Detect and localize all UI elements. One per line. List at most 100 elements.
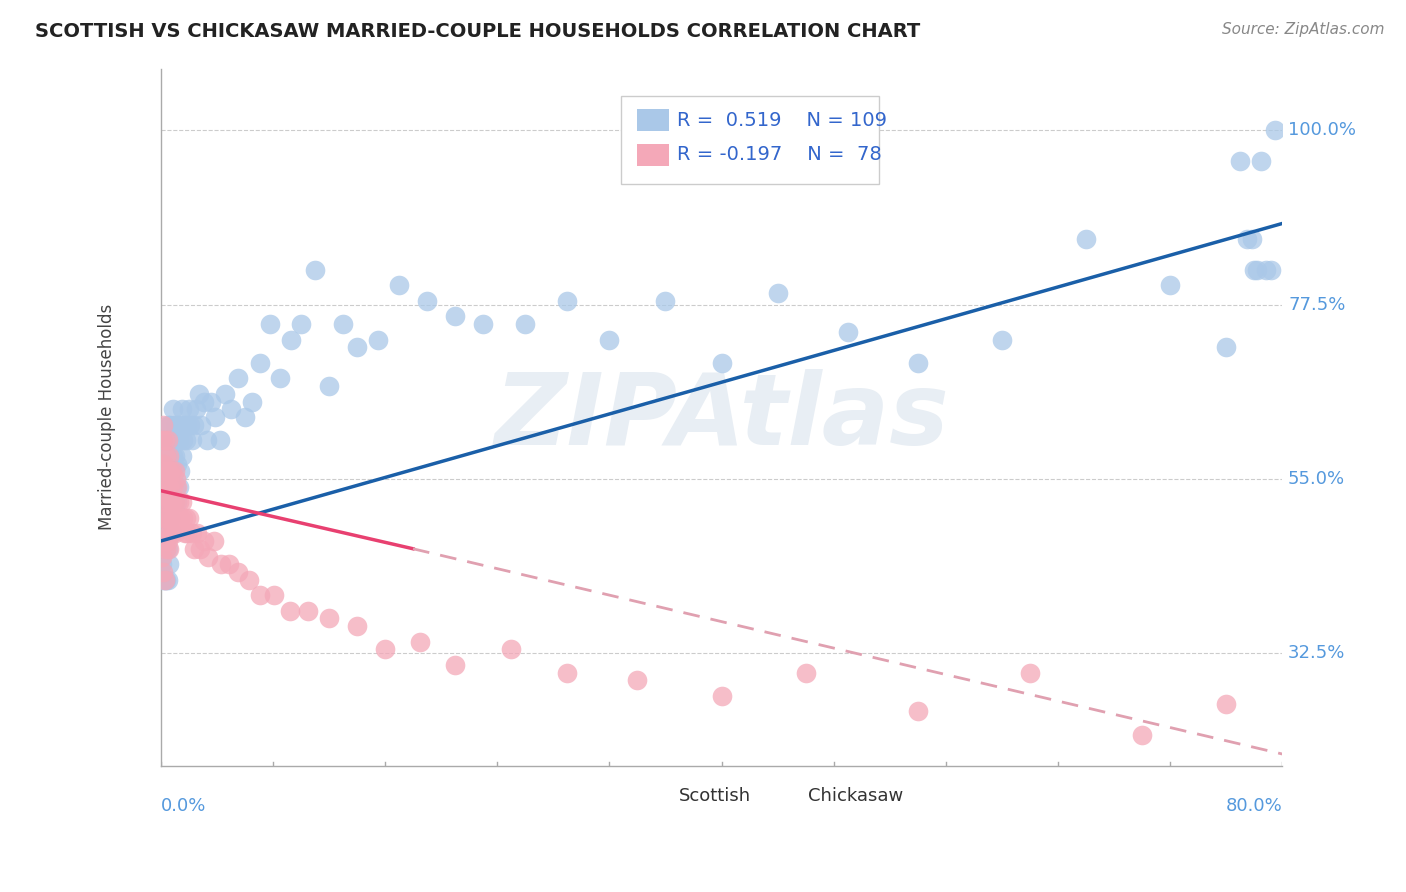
Point xyxy=(153,472,176,486)
Text: R = -0.197    N =  78: R = -0.197 N = 78 xyxy=(676,145,882,164)
Point xyxy=(991,333,1014,347)
Point xyxy=(160,526,183,541)
Bar xyxy=(637,144,669,166)
Point xyxy=(166,518,188,533)
Point xyxy=(173,417,195,432)
Point xyxy=(907,705,929,719)
Point xyxy=(226,371,249,385)
Point xyxy=(155,541,177,556)
Point xyxy=(155,480,177,494)
Point xyxy=(177,510,200,524)
Point xyxy=(160,495,183,509)
Point xyxy=(152,510,174,524)
Point xyxy=(153,510,176,524)
Point xyxy=(153,573,176,587)
Point xyxy=(214,387,236,401)
Point xyxy=(218,558,240,572)
Point xyxy=(1159,278,1181,293)
Point xyxy=(501,642,523,657)
Point xyxy=(180,526,202,541)
Point xyxy=(179,417,201,432)
Point xyxy=(200,394,222,409)
Point xyxy=(1074,232,1097,246)
Text: 0.0%: 0.0% xyxy=(160,797,207,815)
Point xyxy=(163,526,186,541)
Point xyxy=(1243,263,1265,277)
Point xyxy=(155,510,177,524)
Point xyxy=(155,449,177,463)
Point xyxy=(157,480,180,494)
Text: Married-couple Households: Married-couple Households xyxy=(98,304,115,530)
Point xyxy=(193,394,215,409)
Point xyxy=(297,604,319,618)
Point xyxy=(197,549,219,564)
Point xyxy=(150,472,173,486)
Point xyxy=(160,526,183,541)
Point xyxy=(169,510,191,524)
FancyBboxPatch shape xyxy=(620,96,879,184)
Text: Scottish: Scottish xyxy=(679,787,751,805)
Point xyxy=(187,387,209,401)
Point xyxy=(249,588,271,602)
Point xyxy=(159,449,181,463)
Point xyxy=(166,495,188,509)
Point xyxy=(1246,263,1268,277)
Point xyxy=(150,549,173,564)
Point xyxy=(598,333,620,347)
Point xyxy=(233,410,256,425)
Point xyxy=(626,673,648,688)
Point xyxy=(280,333,302,347)
Text: SCOTTISH VS CHICKASAW MARRIED-COUPLE HOUSEHOLDS CORRELATION CHART: SCOTTISH VS CHICKASAW MARRIED-COUPLE HOU… xyxy=(35,22,921,41)
Point xyxy=(1229,154,1251,169)
Point xyxy=(160,434,183,448)
Point xyxy=(157,495,180,509)
Point xyxy=(150,434,173,448)
Point xyxy=(202,534,225,549)
Point xyxy=(156,464,179,478)
Point xyxy=(152,417,174,432)
Point xyxy=(166,480,188,494)
Point xyxy=(156,510,179,524)
Point xyxy=(159,480,181,494)
Point xyxy=(165,472,187,486)
Point xyxy=(766,286,789,301)
Point xyxy=(155,449,177,463)
Point xyxy=(156,541,179,556)
Point xyxy=(278,604,301,618)
Point xyxy=(263,588,285,602)
Point xyxy=(188,541,211,556)
Text: 80.0%: 80.0% xyxy=(1226,797,1282,815)
Point xyxy=(172,434,194,448)
Point xyxy=(150,510,173,524)
Point xyxy=(472,317,495,331)
Point xyxy=(153,534,176,549)
Point xyxy=(152,526,174,541)
Point xyxy=(367,333,389,347)
Point xyxy=(1240,232,1263,246)
Point xyxy=(150,464,173,478)
Point xyxy=(907,356,929,370)
Point xyxy=(409,634,432,648)
Point xyxy=(156,417,179,432)
Point xyxy=(165,434,187,448)
Point xyxy=(195,434,218,448)
Point xyxy=(153,434,176,448)
Point xyxy=(153,541,176,556)
Point xyxy=(240,394,263,409)
Point xyxy=(269,371,291,385)
Point xyxy=(555,293,578,308)
Point xyxy=(388,278,411,293)
Point xyxy=(153,573,176,587)
Point xyxy=(157,464,180,478)
Point xyxy=(290,317,312,331)
Point xyxy=(157,558,180,572)
Point xyxy=(159,464,181,478)
Point xyxy=(152,487,174,501)
Text: 55.0%: 55.0% xyxy=(1288,470,1346,488)
Point xyxy=(162,402,184,417)
Point xyxy=(159,510,181,524)
Point xyxy=(155,480,177,494)
Point xyxy=(157,434,180,448)
Point xyxy=(444,657,467,672)
Point xyxy=(162,449,184,463)
